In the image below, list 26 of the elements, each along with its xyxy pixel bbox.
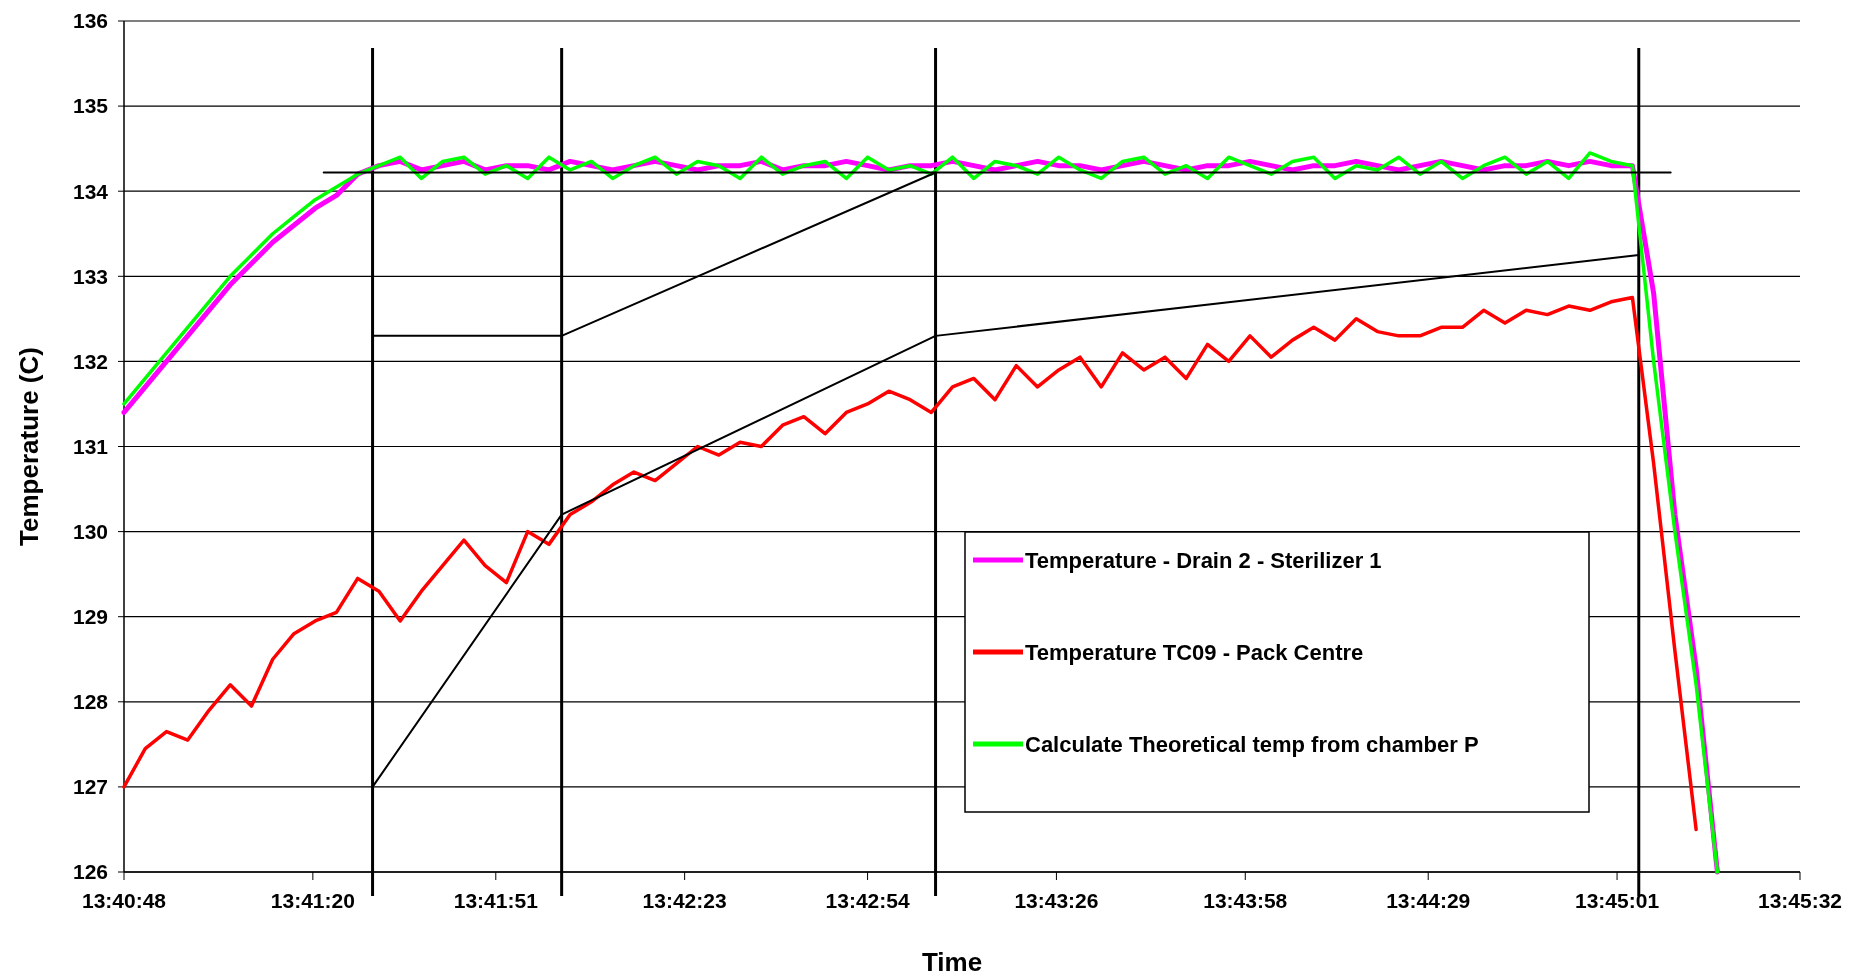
y-tick-label: 131 xyxy=(72,434,109,458)
x-tick-label: 13:43:26 xyxy=(1014,889,1099,912)
y-axis-title: Temperature (C) xyxy=(14,347,44,546)
x-tick-label: 13:40:48 xyxy=(81,889,167,912)
x-tick-label: 13:41:20 xyxy=(270,889,355,912)
x-tick-label: 13:43:58 xyxy=(1203,889,1288,912)
y-tick-label: 126 xyxy=(72,860,108,884)
y-tick-label: 135 xyxy=(72,94,109,118)
y-tick-label: 136 xyxy=(72,9,108,33)
x-tick-label: 13:45:01 xyxy=(1575,889,1660,912)
x-tick-label: 13:44:29 xyxy=(1386,889,1471,912)
legend-label: Temperature - Drain 2 - Sterilizer 1 xyxy=(1025,547,1382,573)
y-tick-label: 127 xyxy=(72,775,108,799)
legend-label: Temperature TC09 - Pack Centre xyxy=(1025,639,1364,665)
x-tick-label: 13:41:51 xyxy=(453,889,539,912)
x-tick-label: 13:45:32 xyxy=(1757,889,1843,912)
y-tick-label: 133 xyxy=(72,264,108,288)
x-tick-label: 13:42:23 xyxy=(642,889,727,912)
x-tick-label: 13:42:54 xyxy=(825,889,910,912)
y-tick-label: 132 xyxy=(72,349,108,373)
y-tick-label: 128 xyxy=(72,690,109,714)
legend-label: Calculate Theoretical temp from chamber P xyxy=(1025,731,1479,757)
x-axis-title: Time xyxy=(921,947,983,977)
y-tick-label: 130 xyxy=(72,519,108,543)
y-tick-label: 134 xyxy=(72,179,109,203)
y-tick-label: 129 xyxy=(72,605,108,629)
